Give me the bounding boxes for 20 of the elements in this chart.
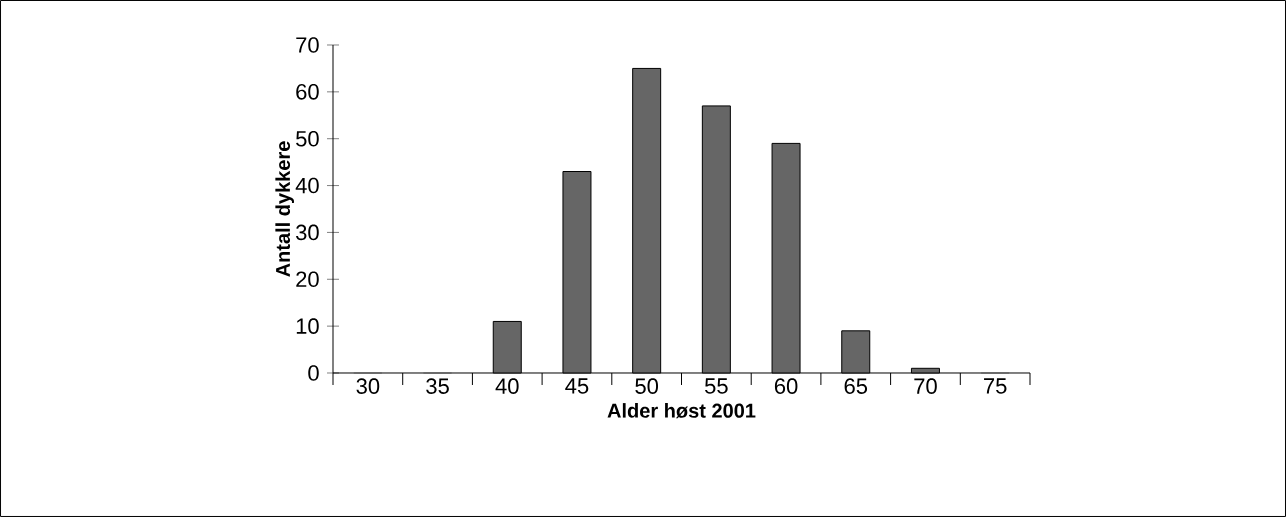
x-tick-label: 75 <box>984 378 1007 394</box>
y-axis-title: Antall dykkere <box>275 141 294 277</box>
y-tick-label: 60 <box>296 84 319 100</box>
x-tick-label: 45 <box>565 378 589 394</box>
x-tick-label: 65 <box>844 378 868 394</box>
x-tick-label: 35 <box>426 378 449 394</box>
x-axis-title: Alder høst 2001 <box>607 403 756 419</box>
y-tick-label: 40 <box>295 177 319 194</box>
x-tick-label: 50 <box>635 378 659 394</box>
x-tick-label: 60 <box>774 378 798 394</box>
y-tick-label: 50 <box>296 130 319 147</box>
y-tick-label: 30 <box>296 224 319 241</box>
x-tick-label: 40 <box>495 378 519 394</box>
y-tick-label: 20 <box>296 271 319 288</box>
x-tick-label: 70 <box>914 378 937 394</box>
y-tick-label: 70 <box>296 37 319 53</box>
x-tick-label: 30 <box>356 378 380 394</box>
x-tick-label: 55 <box>705 378 728 394</box>
y-tick-label: 10 <box>296 318 319 334</box>
y-tick-label: 0 <box>308 365 319 381</box>
